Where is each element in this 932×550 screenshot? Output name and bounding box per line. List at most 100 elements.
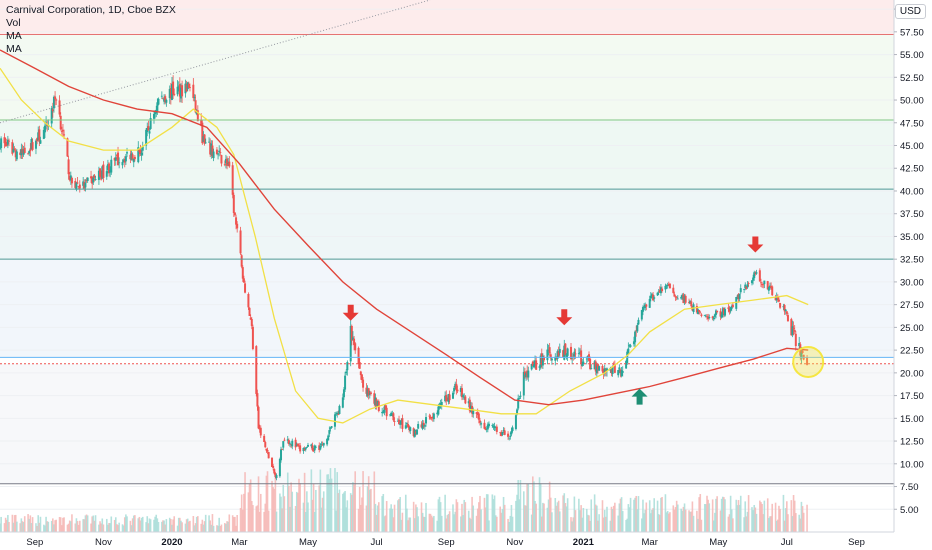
volume-bar bbox=[557, 500, 560, 532]
volume-bar bbox=[645, 502, 648, 532]
candle-body bbox=[30, 139, 33, 150]
candle-body bbox=[777, 299, 780, 302]
volume-bar bbox=[723, 497, 725, 532]
candle-body bbox=[593, 361, 596, 370]
candle-body bbox=[566, 348, 569, 356]
candle-body bbox=[737, 294, 740, 300]
candle-body bbox=[398, 419, 401, 425]
candle-body bbox=[51, 109, 54, 112]
candle-body bbox=[594, 361, 597, 372]
volume-bar bbox=[231, 515, 234, 532]
candle-body bbox=[534, 360, 537, 366]
volume-bar bbox=[209, 520, 211, 532]
candle-body bbox=[115, 155, 118, 157]
candle-body bbox=[500, 432, 503, 436]
trend-line bbox=[0, 0, 431, 124]
volume-bar bbox=[295, 491, 298, 532]
volume-bar bbox=[422, 516, 425, 532]
candle-body bbox=[193, 97, 196, 98]
volume-bar bbox=[66, 524, 69, 532]
candle-body bbox=[272, 465, 275, 469]
volume-bar bbox=[263, 511, 265, 532]
volume-bar bbox=[746, 511, 749, 532]
volume-bar bbox=[633, 499, 635, 532]
candle-body bbox=[721, 308, 724, 316]
candle-body bbox=[414, 431, 417, 434]
candle-body bbox=[7, 140, 10, 142]
legend-ma-2[interactable]: MA bbox=[6, 43, 22, 55]
volume-bar bbox=[82, 519, 84, 532]
volume-bar bbox=[802, 512, 805, 532]
volume-bar bbox=[653, 498, 655, 532]
candle-body bbox=[563, 345, 566, 360]
candle-body bbox=[451, 392, 454, 399]
candle-body bbox=[328, 430, 331, 434]
candle-body bbox=[145, 129, 148, 146]
currency-button[interactable]: USD bbox=[894, 4, 926, 19]
candle-body bbox=[643, 306, 646, 308]
candle-body bbox=[235, 217, 238, 225]
volume-bar bbox=[28, 518, 31, 532]
volume-bar bbox=[421, 512, 424, 532]
volume-bar bbox=[566, 498, 569, 532]
candle-body bbox=[706, 316, 709, 318]
volume-bar bbox=[70, 521, 72, 532]
candle-body bbox=[454, 383, 457, 388]
candle-body bbox=[0, 148, 1, 149]
candle-body bbox=[595, 366, 598, 374]
candle-body bbox=[416, 429, 419, 435]
candle-body bbox=[743, 288, 746, 290]
volume-bar bbox=[343, 492, 345, 532]
candle-body bbox=[530, 364, 533, 370]
candle-body bbox=[766, 281, 769, 290]
volume-bar bbox=[480, 509, 482, 532]
candle-body bbox=[4, 141, 7, 147]
volume-bar bbox=[275, 511, 278, 532]
candle-body bbox=[84, 182, 87, 188]
volume-bar bbox=[761, 503, 763, 532]
volume-bar bbox=[612, 505, 615, 532]
volume-bar bbox=[634, 497, 636, 532]
volume-bar bbox=[769, 516, 771, 532]
volume-bar bbox=[479, 495, 481, 532]
volume-bar bbox=[499, 506, 501, 532]
volume-bar bbox=[715, 498, 717, 532]
volume-bar bbox=[581, 517, 584, 532]
volume-bar bbox=[628, 507, 631, 532]
volume-bar bbox=[179, 517, 181, 532]
volume-bar bbox=[558, 511, 561, 532]
candle-body bbox=[582, 361, 585, 365]
legend-vol[interactable]: Vol bbox=[6, 17, 21, 29]
candle-body bbox=[202, 136, 205, 142]
volume-bar bbox=[19, 523, 22, 532]
candle-body bbox=[0, 138, 3, 148]
candle-body bbox=[146, 128, 149, 132]
volume-bar bbox=[736, 505, 739, 532]
volume-bar bbox=[273, 488, 276, 532]
legend-ma-1[interactable]: MA bbox=[6, 30, 22, 42]
volume-bar bbox=[171, 524, 173, 532]
volume-bar bbox=[603, 509, 606, 532]
volume-bar bbox=[652, 508, 654, 532]
candle-body bbox=[768, 285, 771, 289]
candle-body bbox=[210, 143, 213, 155]
volume-bar bbox=[738, 504, 741, 532]
candle-body bbox=[365, 387, 368, 394]
volume-bar bbox=[94, 515, 97, 532]
volume-bar bbox=[696, 510, 698, 532]
candle-body bbox=[644, 304, 647, 309]
volume-bar bbox=[155, 514, 158, 532]
volume-bar bbox=[729, 495, 732, 532]
volume-bar bbox=[511, 516, 514, 532]
candle-body bbox=[438, 405, 441, 408]
candle-body bbox=[502, 430, 505, 432]
volume-bar bbox=[139, 520, 142, 532]
candle-body bbox=[657, 291, 660, 293]
volume-bar bbox=[621, 511, 624, 532]
volume-bar bbox=[563, 493, 566, 532]
volume-bar bbox=[354, 471, 356, 532]
candle-body bbox=[38, 129, 41, 142]
candle-body bbox=[314, 446, 317, 448]
candle-body bbox=[637, 319, 640, 325]
